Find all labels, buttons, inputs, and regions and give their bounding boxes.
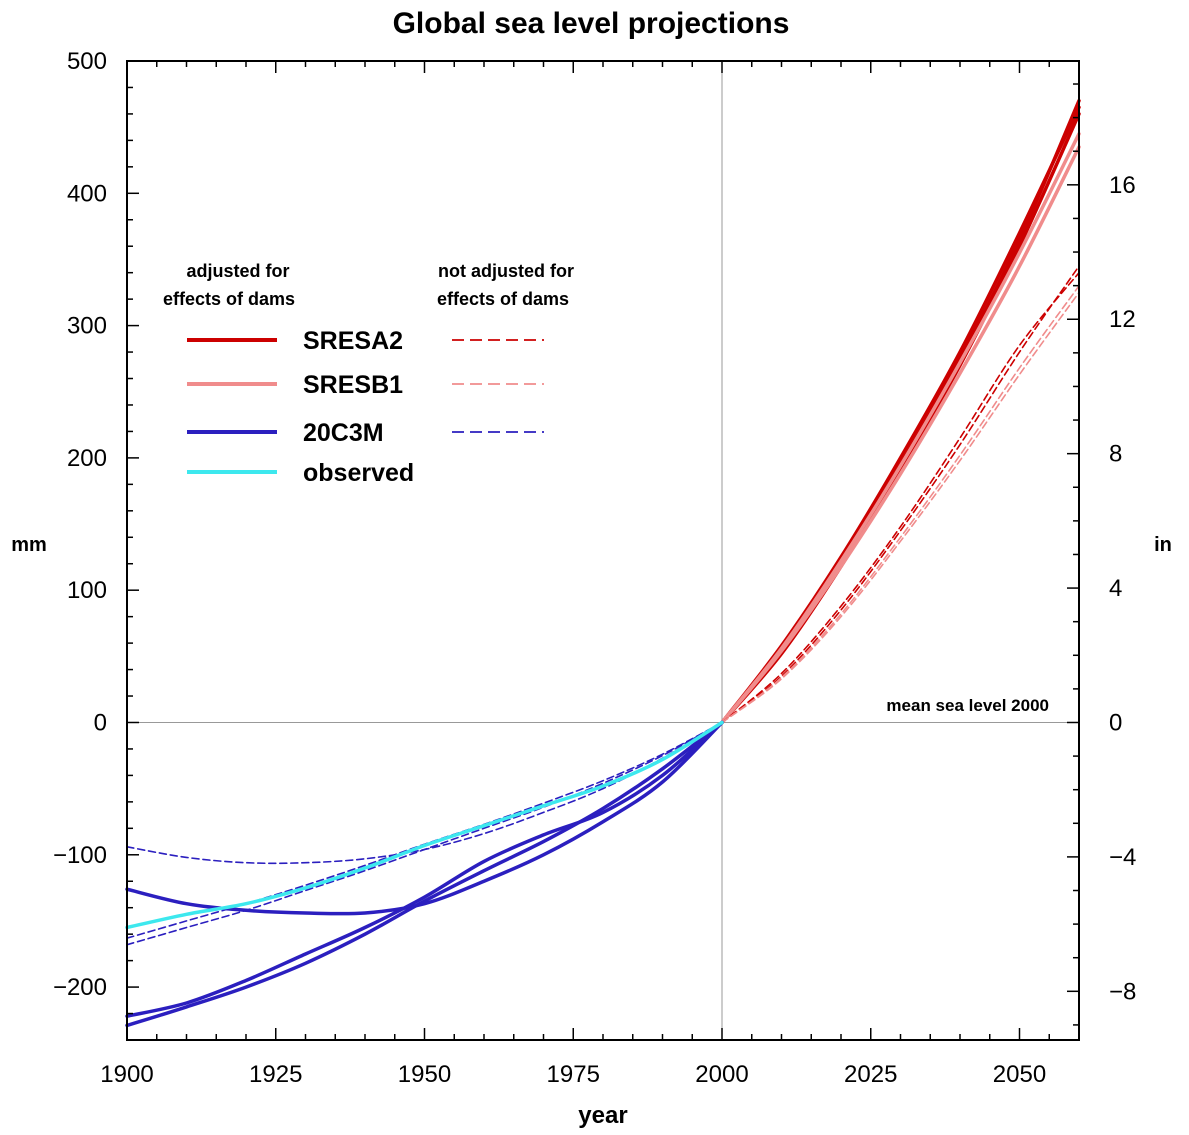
legend-label: SRESA2 — [303, 327, 403, 355]
series-line-10 — [125, 720, 724, 916]
x-tick-label: 2025 — [844, 1061, 897, 1088]
y-tick-label-left: 400 — [67, 180, 107, 207]
y-tick-label-left: 500 — [67, 48, 107, 75]
y-tick-label-left: −200 — [53, 974, 107, 1001]
chart-title: Global sea level projections — [393, 7, 790, 40]
x-axis-label: year — [578, 1102, 627, 1129]
y-tick-label-right: 12 — [1109, 306, 1136, 333]
x-tick-label: 1950 — [398, 1061, 451, 1088]
y-axis-label-left: mm — [11, 534, 47, 556]
series-line-1 — [720, 98, 1081, 725]
series-line-15 — [126, 721, 723, 946]
plot-frame — [126, 60, 1080, 1041]
legend-label: 20C3M — [303, 419, 384, 447]
y-axis-left: −200 −100 0 100 200 300 400 500 — [53, 48, 139, 1015]
series-layer — [125, 98, 1081, 1028]
x-axis: 1900 1925 1950 1975 2000 2025 2050 — [100, 61, 1080, 1088]
legend-label: SRESB1 — [303, 371, 403, 399]
y-tick-label-right: 8 — [1109, 441, 1122, 468]
x-tick-label: 1900 — [100, 1061, 153, 1088]
y-tick-label-left: 100 — [67, 577, 107, 604]
y-tick-label-left: 0 — [94, 709, 107, 736]
y-tick-label-right: −4 — [1109, 844, 1136, 871]
y-tick-label-left: −100 — [53, 842, 107, 869]
x-tick-label: 1925 — [249, 1061, 302, 1088]
legend-header-solid-line-2: effects of dams — [163, 289, 295, 309]
y-axis-right: −8 −4 0 4 8 12 16 — [1067, 83, 1136, 1026]
series-line-11 — [125, 720, 724, 1018]
legend-header-dashed-line-1: not adjusted for — [438, 261, 574, 281]
series-line-8 — [721, 291, 1080, 724]
series-line-13 — [126, 721, 723, 865]
series-line-5 — [720, 132, 1081, 725]
series-line-6 — [721, 265, 1080, 724]
x-tick-label: 2000 — [695, 1061, 748, 1088]
mean-sea-level-annotation: mean sea level 2000 — [886, 696, 1049, 715]
legend-header-dashed-line-2: effects of dams — [437, 289, 569, 309]
x-tick-label: 1975 — [547, 1061, 600, 1088]
y-axis-label-right: in — [1154, 534, 1172, 556]
legend-label: observed — [303, 459, 414, 487]
y-tick-label-left: 200 — [67, 445, 107, 472]
reference-lines — [127, 61, 1079, 1040]
series-line-7 — [721, 271, 1080, 724]
series-line-9 — [721, 285, 1080, 724]
y-tick-label-right: 4 — [1109, 575, 1122, 602]
x-tick-label: 2050 — [993, 1061, 1046, 1088]
y-tick-label-right: −8 — [1109, 978, 1136, 1005]
plot-border — [126, 60, 1080, 1041]
series-line-2 — [720, 105, 1081, 725]
series-line-12 — [125, 720, 724, 1028]
legend: adjusted for effects of dams not adjuste… — [163, 261, 574, 487]
series-line-14 — [126, 721, 723, 939]
legend-header-solid-line-1: adjusted for — [186, 261, 289, 281]
y-tick-label-right: 16 — [1109, 172, 1136, 199]
series-line-3 — [720, 112, 1081, 725]
y-tick-label-left: 300 — [67, 313, 107, 340]
y-tick-label-right: 0 — [1109, 709, 1122, 736]
series-line-16 — [125, 720, 724, 930]
